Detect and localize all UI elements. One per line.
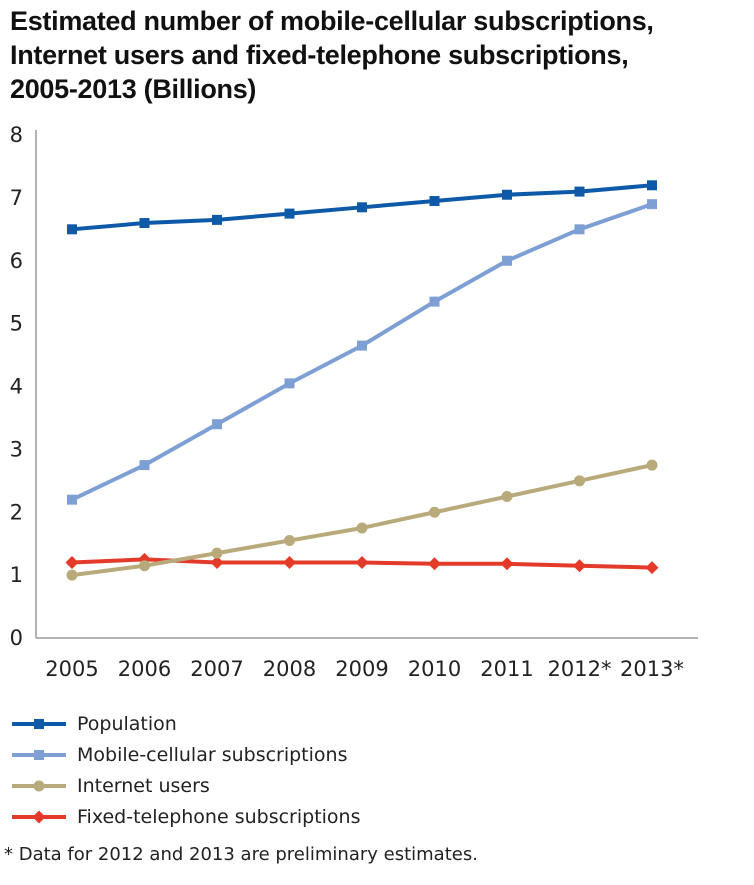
footnote: * Data for 2012 and 2013 are preliminary… bbox=[4, 844, 478, 865]
data-point-population bbox=[67, 224, 77, 235]
legend-label-population: Population bbox=[77, 712, 177, 735]
data-point-population bbox=[357, 202, 367, 213]
legend-marker-mobile-cellular-subscriptions bbox=[34, 749, 44, 760]
data-point-population bbox=[429, 196, 440, 207]
chart-title-line-3: 2005-2013 (Billions) bbox=[10, 74, 257, 104]
data-point-internet-users bbox=[356, 522, 368, 534]
data-point-internet-users bbox=[646, 459, 658, 471]
series-line-mobile-cellular-subscriptions bbox=[70, 202, 654, 502]
y-tick-label: 0 bbox=[10, 626, 23, 650]
legend-item-mobile-cellular-subscriptions: Mobile-cellular subscriptions bbox=[10, 739, 710, 770]
legend-swatch-internet-users bbox=[12, 780, 66, 791]
data-point-mobile-cellular-subscriptions bbox=[67, 494, 77, 505]
data-point-mobile-cellular-subscriptions bbox=[647, 199, 657, 210]
legend-marker-fixed-telephone-subscriptions bbox=[32, 810, 46, 823]
data-point-fixed-telephone-subscriptions bbox=[428, 557, 441, 571]
y-tick-label: 6 bbox=[10, 249, 23, 273]
data-point-fixed-telephone-subscriptions bbox=[65, 556, 79, 570]
data-point-mobile-cellular-subscriptions bbox=[139, 460, 150, 471]
legend-swatch-mobile-cellular-subscriptions bbox=[12, 749, 66, 760]
y-tick-label: 7 bbox=[10, 186, 23, 210]
data-point-internet-users bbox=[429, 506, 440, 518]
data-point-mobile-cellular-subscriptions bbox=[284, 378, 295, 389]
legend-label-fixed-telephone-subscriptions: Fixed-telephone subscriptions bbox=[77, 805, 361, 828]
data-point-population bbox=[284, 208, 295, 219]
y-tick-label: 5 bbox=[10, 312, 23, 336]
y-tick-label: 4 bbox=[10, 375, 23, 399]
x-tick-label: 2008 bbox=[263, 657, 316, 681]
data-point-population bbox=[574, 186, 585, 197]
data-point-mobile-cellular-subscriptions bbox=[429, 296, 440, 307]
x-tick-label: 2005 bbox=[45, 657, 98, 681]
data-point-fixed-telephone-subscriptions bbox=[500, 557, 514, 571]
data-point-internet-users bbox=[66, 569, 78, 581]
chart-title: Estimated number of mobile-cellular subs… bbox=[10, 4, 745, 106]
y-tick-label: 3 bbox=[10, 437, 23, 461]
x-tick-label: 2013* bbox=[620, 657, 684, 681]
legend-item-fixed-telephone-subscriptions: Fixed-telephone subscriptions bbox=[10, 801, 710, 832]
data-point-fixed-telephone-subscriptions bbox=[210, 556, 224, 570]
x-tick-label: 2010 bbox=[408, 657, 461, 681]
data-point-population bbox=[502, 189, 512, 200]
data-point-internet-users bbox=[211, 547, 223, 559]
data-point-mobile-cellular-subscriptions bbox=[212, 419, 222, 430]
data-point-mobile-cellular-subscriptions bbox=[574, 224, 585, 235]
series-markers bbox=[65, 180, 659, 581]
data-point-internet-users bbox=[284, 535, 295, 547]
legend-item-internet-users: Internet users bbox=[10, 770, 710, 801]
data-point-fixed-telephone-subscriptions bbox=[573, 559, 586, 573]
y-tick-label: 2 bbox=[10, 500, 23, 524]
chart-title-line-1: Estimated number of mobile-cellular subs… bbox=[10, 6, 654, 36]
y-tick-label: 1 bbox=[10, 563, 23, 587]
data-point-fixed-telephone-subscriptions bbox=[355, 556, 369, 570]
legend-label-internet-users: Internet users bbox=[77, 774, 210, 797]
axes: 0 1 2 3 4 5 6 7 8 2005 2006 2007 2008 2009 2010 2011 201… bbox=[10, 123, 698, 681]
legend-label-mobile-cellular-subscriptions: Mobile-cellular subscriptions bbox=[77, 743, 348, 766]
data-point-fixed-telephone-subscriptions bbox=[645, 561, 659, 575]
data-point-population bbox=[212, 214, 222, 225]
legend-swatch-population bbox=[12, 718, 66, 729]
line-chart: 0 1 2 3 4 5 6 7 8 2005 2006 2007 2008 2009 2010 2011 201… bbox=[10, 123, 698, 681]
legend-marker-population bbox=[34, 718, 44, 729]
x-tick-label: 2007 bbox=[190, 657, 243, 681]
series-lines bbox=[70, 183, 654, 578]
data-point-internet-users bbox=[139, 560, 150, 572]
x-tick-label: 2012* bbox=[548, 657, 612, 681]
legend-item-population: Population bbox=[10, 708, 710, 739]
x-tick-label: 2011 bbox=[480, 657, 533, 681]
data-point-mobile-cellular-subscriptions bbox=[357, 340, 367, 351]
legend: Population Mobile-cellular subscriptions I… bbox=[10, 708, 710, 832]
y-tick-label: 8 bbox=[10, 123, 23, 147]
legend-marker-internet-users bbox=[33, 780, 45, 791]
data-point-population bbox=[647, 180, 657, 191]
data-point-fixed-telephone-subscriptions bbox=[283, 556, 296, 570]
data-point-internet-users bbox=[574, 475, 585, 487]
x-tick-label: 2009 bbox=[335, 657, 388, 681]
data-point-population bbox=[139, 218, 150, 229]
data-point-internet-users bbox=[501, 491, 513, 503]
data-point-mobile-cellular-subscriptions bbox=[502, 255, 512, 266]
legend-swatch-fixed-telephone-subscriptions bbox=[12, 810, 66, 823]
x-tick-label: 2006 bbox=[118, 657, 171, 681]
chart-title-line-2: Internet users and fixed-telephone subsc… bbox=[10, 40, 629, 70]
